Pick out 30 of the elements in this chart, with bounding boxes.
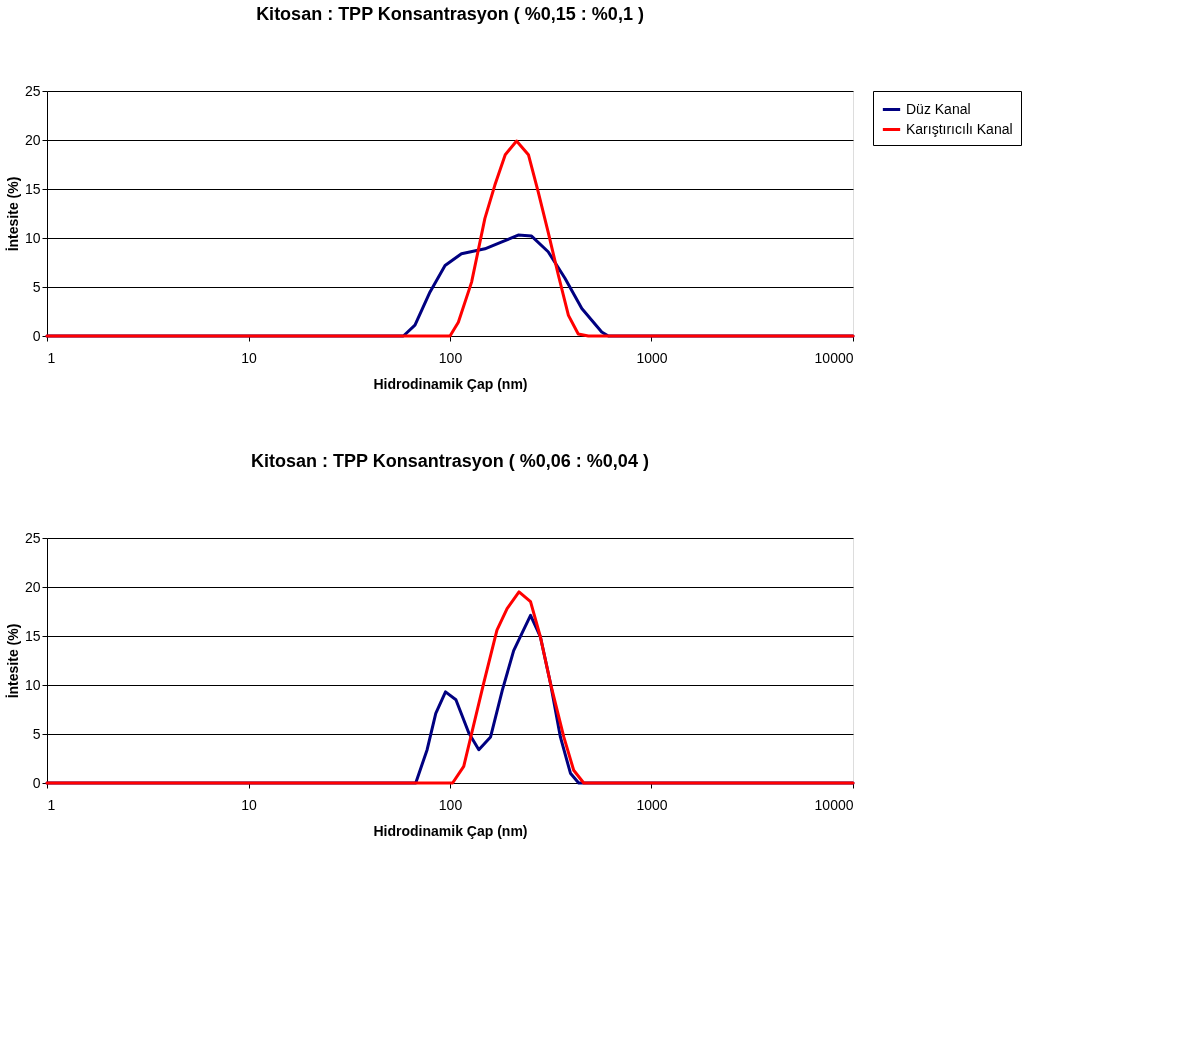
y-tick-label: 5 [32,725,41,742]
x-tick-label: 1 [47,349,56,366]
x-tick-label: 10 [241,349,257,366]
y-axis-title: İntesite (%) [4,176,21,252]
x-axis-title: Hidrodinamik Çap (nm) [373,822,528,839]
x-tick-label: 10000 [814,796,854,813]
y-tick-label: 20 [24,131,41,148]
y-tick-label: 10 [24,229,41,246]
x-tick-label: 1 [47,796,56,813]
chart-title: Kitosan : TPP Konsantrasyon ( %0,06 : %0,04 ) [251,451,649,471]
y-tick-label: 25 [24,82,41,99]
y-tick-label: 5 [32,278,41,295]
x-tick-label: 1000 [636,796,668,813]
x-axis-title: Hidrodinamik Çap (nm) [373,375,528,392]
x-tick-label: 10000 [814,349,854,366]
y-tick-label: 25 [24,529,41,546]
y-axis-title: İntesite (%) [4,623,21,699]
x-tick-label: 100 [438,796,463,813]
y-tick-label: 10 [24,676,41,693]
x-tick-label: 10 [241,796,257,813]
legend-label: Karıştırıcılı Kanal [906,120,1013,137]
y-tick-label: 15 [24,180,41,197]
x-tick-label: 1000 [636,349,668,366]
x-tick-label: 100 [438,349,463,366]
legend-label: Düz Kanal [906,100,971,117]
y-tick-label: 15 [24,627,41,644]
y-tick-label: 0 [32,327,41,344]
y-tick-label: 20 [24,578,41,595]
y-tick-label: 0 [32,774,41,791]
chart-title: Kitosan : TPP Konsantrasyon ( %0,15 : %0,1 ) [256,4,644,24]
